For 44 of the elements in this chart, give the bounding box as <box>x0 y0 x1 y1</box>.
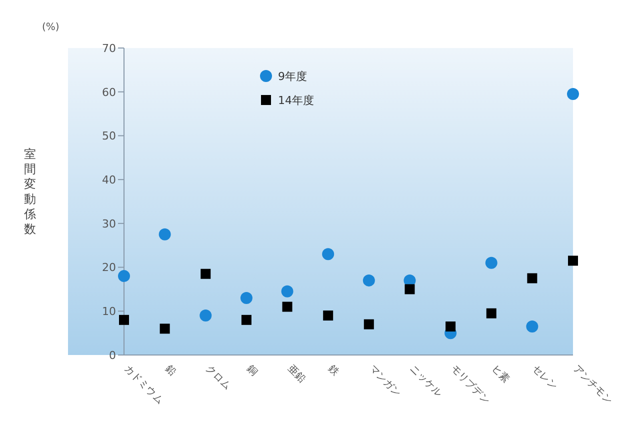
point <box>404 284 415 294</box>
point <box>200 310 212 322</box>
text: (%) <box>42 22 60 33</box>
y-tick-label: 10 <box>102 305 116 318</box>
y-tick-label: 60 <box>102 86 116 99</box>
x-tick-label: セレン <box>530 363 560 392</box>
point <box>322 248 334 260</box>
point <box>241 314 252 325</box>
point <box>158 228 171 240</box>
x-tick-label: 鉛 <box>162 363 178 378</box>
point <box>486 308 496 318</box>
point <box>323 310 334 321</box>
x-tick-label: ニッケル <box>408 363 444 400</box>
y-tick-label: 70 <box>102 42 116 55</box>
point <box>160 324 170 334</box>
y-tick-label: 40 <box>102 173 116 186</box>
y-axis-title: 室間変動係数 <box>23 147 36 236</box>
legend-label: 14年度 <box>278 92 314 108</box>
point <box>281 285 294 298</box>
point <box>364 319 374 330</box>
point <box>282 302 292 312</box>
x-tick-label: カドミウム <box>122 363 166 406</box>
x-tick-label: 銅 <box>244 363 260 378</box>
point <box>119 314 129 325</box>
point <box>118 270 130 282</box>
point <box>567 88 579 100</box>
point <box>526 320 538 332</box>
point <box>527 273 538 284</box>
point <box>446 321 456 332</box>
point <box>200 268 211 279</box>
legend-label: 9年度 <box>278 68 307 84</box>
y-tick-label: 20 <box>102 261 116 274</box>
y-tick-label: 0 <box>109 348 116 362</box>
y-tick-label: 30 <box>102 217 116 230</box>
x-tick-label: クロム <box>204 363 233 392</box>
point <box>362 274 375 286</box>
point <box>240 292 252 304</box>
x-tick-label: アンチモン <box>570 363 614 406</box>
y-tick-label: 50 <box>102 130 116 143</box>
x-tick-label: マンガン <box>366 363 403 400</box>
x-tick-label: 亜鉛 <box>285 363 308 386</box>
x-tick-label: 鉄 <box>326 362 342 378</box>
point <box>485 256 498 269</box>
point <box>568 256 578 266</box>
